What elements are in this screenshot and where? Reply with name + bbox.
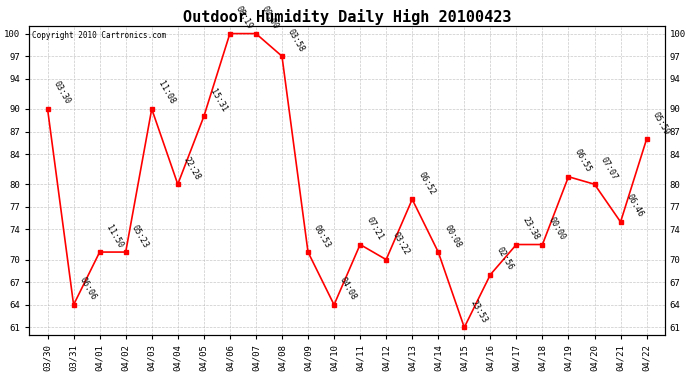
Text: 06:46: 06:46 bbox=[624, 193, 645, 219]
Text: 06:06: 06:06 bbox=[78, 276, 98, 302]
Text: 22:28: 22:28 bbox=[182, 155, 202, 182]
Text: 07:21: 07:21 bbox=[364, 216, 384, 242]
Text: 08:19: 08:19 bbox=[234, 4, 255, 31]
Text: 11:50: 11:50 bbox=[104, 223, 124, 249]
Title: Outdoor Humidity Daily High 20100423: Outdoor Humidity Daily High 20100423 bbox=[183, 9, 511, 25]
Text: 06:55: 06:55 bbox=[573, 148, 593, 174]
Text: 05:23: 05:23 bbox=[130, 223, 150, 249]
Text: 02:56: 02:56 bbox=[495, 246, 515, 272]
Text: 00:00: 00:00 bbox=[260, 4, 280, 31]
Text: 23:53: 23:53 bbox=[469, 298, 489, 325]
Text: 03:30: 03:30 bbox=[52, 80, 72, 106]
Text: 03:58: 03:58 bbox=[286, 27, 306, 53]
Text: 07:07: 07:07 bbox=[599, 155, 619, 182]
Text: 00:00: 00:00 bbox=[546, 216, 567, 242]
Text: 00:08: 00:08 bbox=[442, 223, 463, 249]
Text: 23:38: 23:38 bbox=[520, 216, 541, 242]
Text: 15:31: 15:31 bbox=[208, 87, 228, 114]
Text: 04:08: 04:08 bbox=[338, 276, 359, 302]
Text: 06:52: 06:52 bbox=[416, 170, 437, 196]
Text: Copyright 2010 Cartronics.com: Copyright 2010 Cartronics.com bbox=[32, 31, 166, 40]
Text: 06:53: 06:53 bbox=[312, 223, 333, 249]
Text: 03:22: 03:22 bbox=[391, 231, 411, 257]
Text: 05:59: 05:59 bbox=[651, 110, 671, 136]
Text: 11:08: 11:08 bbox=[156, 80, 176, 106]
